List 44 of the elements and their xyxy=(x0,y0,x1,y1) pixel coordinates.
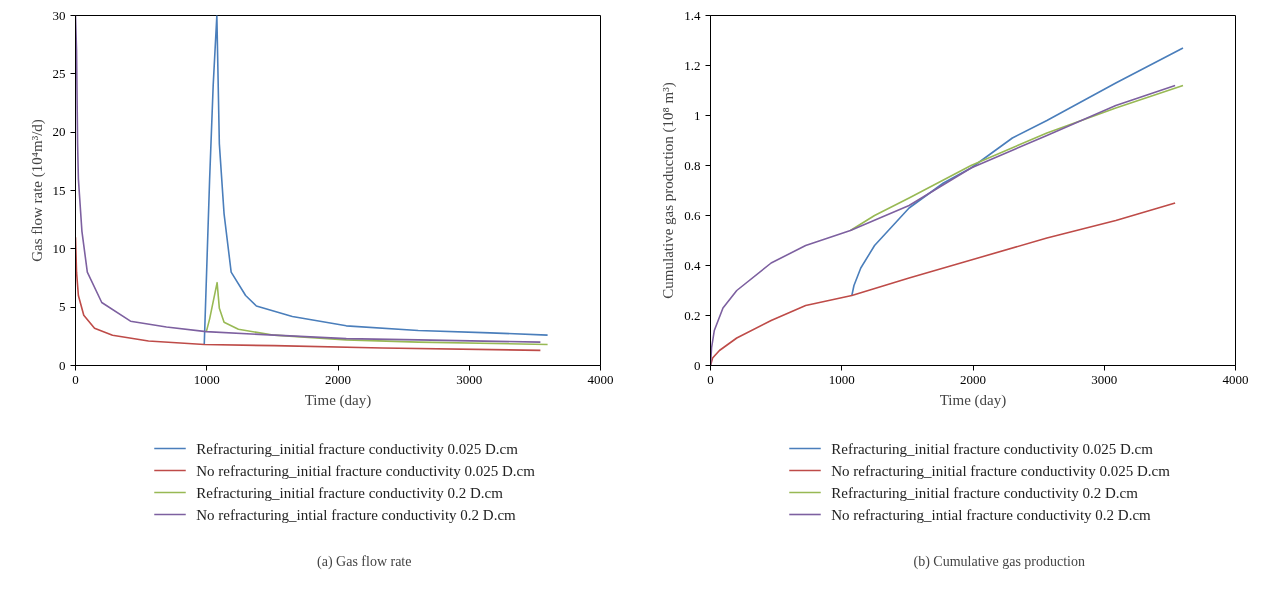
x-tick-label: 4000 xyxy=(587,371,614,387)
text: (a) Gas flow rate xyxy=(317,553,412,570)
line-series xyxy=(851,47,1184,297)
legend-label: Refracturing_initial fracture conductivity 0.025 D.cm xyxy=(831,440,1154,457)
line-series xyxy=(205,281,549,346)
line-series xyxy=(203,15,549,346)
y-tick-label: 10 xyxy=(52,240,66,256)
x-tick-label: 0 xyxy=(72,371,79,387)
y-axis-title: Gas flow rate (10⁴m³/d) xyxy=(28,119,46,262)
legend-label: No refracturing_intial fracture conductivity 0.2 D.cm xyxy=(831,506,1152,523)
y-tick-label: 0 xyxy=(59,357,66,373)
legend-label: No refracturing_intial fracture conductivity 0.2 D.cm xyxy=(196,506,517,523)
y-tick-label: 30 xyxy=(52,7,66,23)
y-axis-title: Cumulative gas production (10⁸ m³) xyxy=(660,82,678,299)
y-tick-label: 0.2 xyxy=(684,307,701,323)
legend-label: Refracturing_initial fracture conductivity 0.025 D.cm xyxy=(196,440,519,457)
y-tick-label: 0.8 xyxy=(684,157,701,173)
x-tick-label: 4000 xyxy=(1222,371,1249,387)
x-tick-label: 1000 xyxy=(828,371,855,387)
legend-label: No refracturing_initial fracture conductivity 0.025 D.cm xyxy=(196,462,536,479)
line-series xyxy=(710,202,1176,366)
legend-label: Refracturing_initial fracture conductivity 0.2 D.cm xyxy=(196,484,504,501)
y-tick-label: 0.6 xyxy=(684,207,701,223)
text: (b) Cumulative gas production xyxy=(913,553,1085,570)
y-tick-label: 1.2 xyxy=(684,57,701,73)
y-tick-label: 15 xyxy=(52,182,66,198)
y-tick-label: 0.4 xyxy=(684,257,701,273)
legend-label: Refracturing_initial fracture conductivity 0.2 D.cm xyxy=(831,484,1139,501)
y-tick-label: 25 xyxy=(52,65,66,81)
y-tick-label: 20 xyxy=(52,124,66,140)
y-tick-label: 1.4 xyxy=(684,7,701,23)
x-tick-label: 2000 xyxy=(960,371,986,387)
x-tick-label: 3000 xyxy=(456,371,483,387)
x-tick-label: 0 xyxy=(707,371,714,387)
y-tick-label: 0 xyxy=(694,357,701,373)
line-series xyxy=(849,84,1184,232)
x-axis-title: Time (day) xyxy=(304,391,372,409)
x-axis-title: Time (day) xyxy=(939,391,1007,409)
y-tick-label: 1 xyxy=(694,107,701,123)
x-tick-label: 3000 xyxy=(1091,371,1118,387)
legend-label: No refracturing_initial fracture conductivity 0.025 D.cm xyxy=(831,462,1171,479)
y-tick-label: 5 xyxy=(59,299,66,315)
x-tick-label: 1000 xyxy=(193,371,220,387)
x-tick-label: 2000 xyxy=(325,371,351,387)
